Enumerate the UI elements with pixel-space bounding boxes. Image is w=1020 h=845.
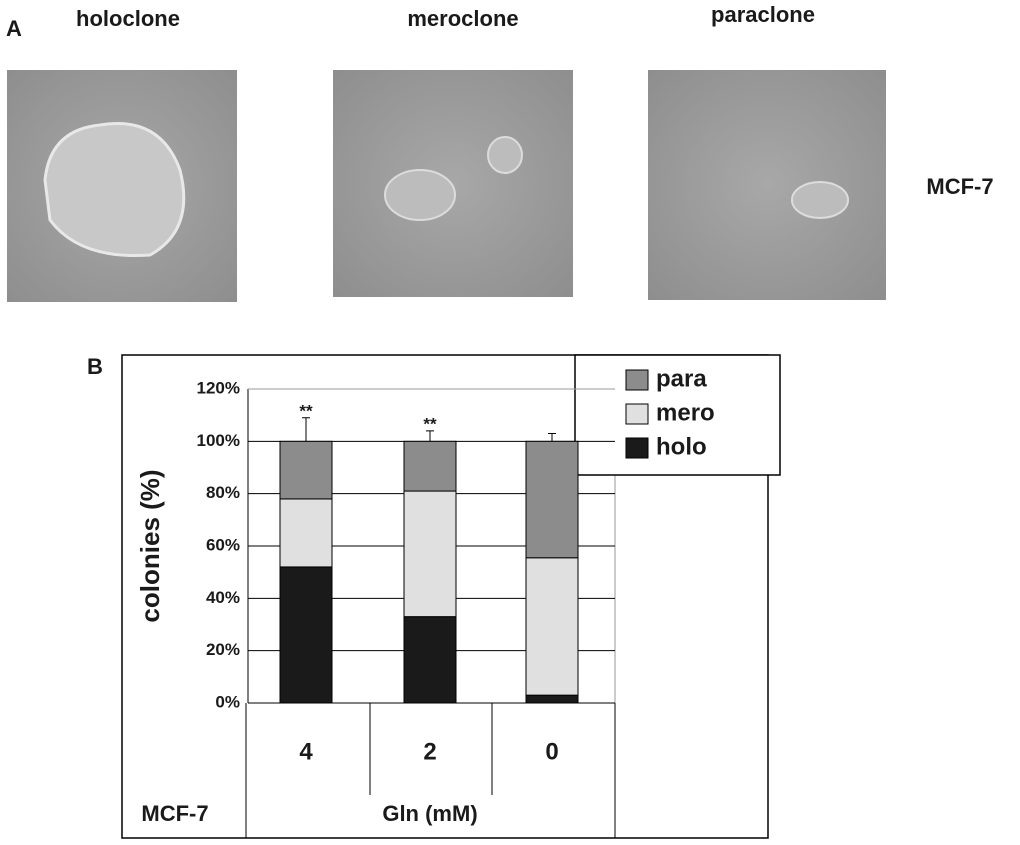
x-axis-label: Gln (mM)	[382, 801, 477, 826]
y-tick-label: 20%	[206, 640, 240, 659]
legend-label: para	[656, 365, 707, 392]
bar-segment	[525, 694, 579, 704]
row-label: MCF-7	[141, 801, 208, 826]
row-label: MCF-7	[926, 174, 993, 199]
image-caption: meroclone	[407, 6, 518, 31]
error-bar	[426, 430, 434, 442]
micrograph	[648, 70, 886, 300]
image-caption: paraclone	[711, 2, 815, 27]
legend-label: mero	[656, 399, 715, 426]
colony	[384, 169, 456, 221]
legend-swatch	[625, 369, 649, 391]
bar-segment	[403, 490, 457, 618]
bar-segment	[279, 566, 333, 704]
x-tick-label: 2	[423, 738, 436, 765]
bar-segment	[525, 440, 579, 559]
bar-segment	[279, 440, 333, 500]
panel-label: B	[87, 354, 103, 379]
panel-label: A	[6, 16, 22, 41]
error-bar	[302, 417, 310, 442]
significance: **	[423, 414, 437, 433]
y-tick-label: 60%	[206, 535, 240, 554]
y-tick-label: 40%	[206, 588, 240, 607]
x-tick-label: 4	[299, 738, 313, 765]
bar-segment	[403, 616, 457, 704]
y-tick-label: 0%	[215, 692, 240, 711]
colony	[791, 181, 849, 219]
legend-swatch	[625, 437, 649, 459]
image-caption: holoclone	[76, 6, 180, 31]
bar-segment	[525, 557, 579, 696]
y-tick-label: 120%	[197, 378, 240, 397]
micrograph	[333, 70, 573, 297]
x-tick-label: 0	[545, 738, 558, 765]
significance: **	[299, 401, 313, 420]
colony	[487, 136, 523, 174]
legend-label: holo	[656, 433, 707, 460]
y-tick-label: 80%	[206, 483, 240, 502]
y-axis-label: colonies (%)	[135, 469, 165, 622]
error-bar	[548, 432, 556, 442]
legend	[574, 354, 781, 476]
bar-segment	[403, 440, 457, 492]
y-tick-label: 100%	[197, 431, 240, 450]
frame	[121, 354, 769, 839]
bar-segment	[279, 498, 333, 568]
colony	[43, 122, 186, 258]
legend-swatch	[625, 403, 649, 425]
